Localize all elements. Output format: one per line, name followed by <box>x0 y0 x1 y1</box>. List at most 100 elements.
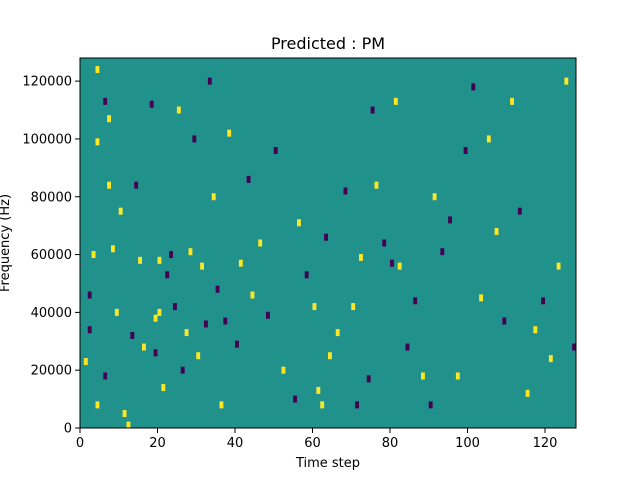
heatmap-cell <box>165 271 170 279</box>
heatmap-cell <box>126 421 131 429</box>
heatmap-cell <box>455 372 460 380</box>
heatmap-cell <box>95 401 100 409</box>
y-tick-label: 20000 <box>31 364 72 379</box>
heatmap-cell <box>328 352 332 360</box>
heatmap-cell <box>316 386 321 394</box>
heatmap-cell <box>200 262 205 270</box>
heatmap-cell <box>169 251 174 259</box>
heatmap-cell <box>87 291 92 299</box>
heatmap-cell <box>103 97 108 105</box>
heatmap-cell <box>432 193 437 201</box>
heatmap-cell <box>533 326 538 334</box>
heatmap-cell <box>211 193 216 201</box>
heatmap-cell <box>204 320 208 328</box>
heatmap-cell <box>304 271 309 279</box>
heatmap-cell <box>486 135 491 143</box>
x-tick-label: 100 <box>455 436 480 451</box>
x-axis-label: Time step <box>295 456 360 471</box>
heatmap-cell <box>95 66 100 74</box>
plot-frame <box>79 57 577 429</box>
x-tick-label: 40 <box>227 436 244 451</box>
heatmap-cell <box>572 343 577 351</box>
heatmap-cell <box>448 216 453 224</box>
heatmap-cell <box>541 297 546 305</box>
heatmap-cell <box>180 366 185 374</box>
heatmap-cell <box>258 239 263 247</box>
heatmap-cell <box>207 77 212 85</box>
heatmap-cells <box>83 66 577 429</box>
heatmap-cell <box>223 317 228 325</box>
heatmap-cell <box>196 352 201 360</box>
heatmap-cell <box>564 77 569 85</box>
y-axis-label: Frequency (Hz) <box>0 194 13 292</box>
heatmap-cell <box>246 175 251 183</box>
heatmap-cell <box>494 227 499 235</box>
y-tick-label: 100000 <box>22 132 72 147</box>
heatmap-cell <box>556 262 561 270</box>
x-axis: 0 20 40 60 80 100 120 <box>76 428 558 451</box>
x-tick-label: 120 <box>533 436 558 451</box>
heatmap-cell <box>281 366 286 374</box>
heatmap-cell <box>153 349 158 357</box>
heatmap-cell <box>471 83 476 91</box>
y-tick-label: 40000 <box>31 306 72 321</box>
heatmap-cell <box>130 332 135 339</box>
heatmap-cell <box>297 219 301 227</box>
x-tick-label: 60 <box>304 436 321 451</box>
y-axis: 0 20000 40000 60000 80000 100000 120000 <box>22 75 80 437</box>
heatmap-cell <box>149 100 154 108</box>
heatmap-cell <box>176 106 181 114</box>
heatmap-cell <box>122 410 127 418</box>
heatmap-cell <box>161 384 166 392</box>
heatmap-cell <box>393 97 398 105</box>
y-tick-label: 80000 <box>31 190 72 205</box>
heatmap-cell <box>548 355 553 363</box>
chart-title: Predicted : PM <box>271 34 385 53</box>
heatmap-cell <box>335 329 340 337</box>
heatmap-cell <box>188 248 193 256</box>
heatmap-cell <box>370 106 375 114</box>
heatmap-cell <box>463 147 468 154</box>
heatmap-cell <box>87 326 92 334</box>
y-tick-label: 0 <box>64 422 72 437</box>
x-tick-label: 0 <box>76 436 84 451</box>
heatmap-cell <box>510 97 515 105</box>
heatmap-cell <box>428 401 433 409</box>
heatmap-cell <box>219 401 224 409</box>
heatmap-cell <box>359 253 363 261</box>
heatmap-cell <box>83 358 88 366</box>
heatmap-cell <box>382 239 387 247</box>
heatmap-cell <box>312 303 317 311</box>
y-tick-label: 120000 <box>22 75 72 90</box>
heatmap-cell <box>374 181 379 189</box>
x-tick-label: 80 <box>382 436 399 451</box>
heatmap-cell <box>517 207 522 215</box>
plot-background <box>80 58 576 428</box>
heatmap-cell <box>413 297 418 305</box>
heatmap-cell <box>157 308 162 316</box>
heatmap-cell <box>366 375 371 383</box>
y-tick-label: 60000 <box>31 248 72 263</box>
heatmap-cell <box>343 187 348 195</box>
heatmap-cell <box>157 256 162 264</box>
heatmap-cell <box>215 285 220 293</box>
heatmap-cell <box>184 329 189 337</box>
heatmap-cell <box>238 259 243 267</box>
heatmap-cell <box>173 303 177 311</box>
heatmap-cell <box>324 233 329 241</box>
heatmap-cell <box>479 294 484 302</box>
heatmap-cell <box>250 291 255 299</box>
heatmap-cell <box>111 245 115 253</box>
heatmap-cell <box>390 259 394 267</box>
heatmap-cell <box>118 207 123 215</box>
heatmap-cell <box>273 147 278 154</box>
heatmap-cell <box>320 401 325 409</box>
heatmap-cell <box>91 251 96 259</box>
heatmap-cell <box>421 372 425 380</box>
heatmap-cell <box>227 129 232 137</box>
heatmap-cell <box>153 314 158 322</box>
heatmap-cell <box>397 262 402 270</box>
heatmap-cell <box>107 115 112 123</box>
heatmap-cell <box>192 135 197 143</box>
